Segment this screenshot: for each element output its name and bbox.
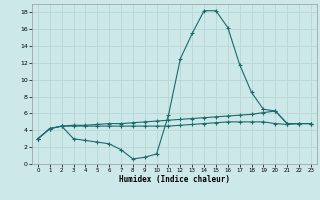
X-axis label: Humidex (Indice chaleur): Humidex (Indice chaleur) (119, 175, 230, 184)
